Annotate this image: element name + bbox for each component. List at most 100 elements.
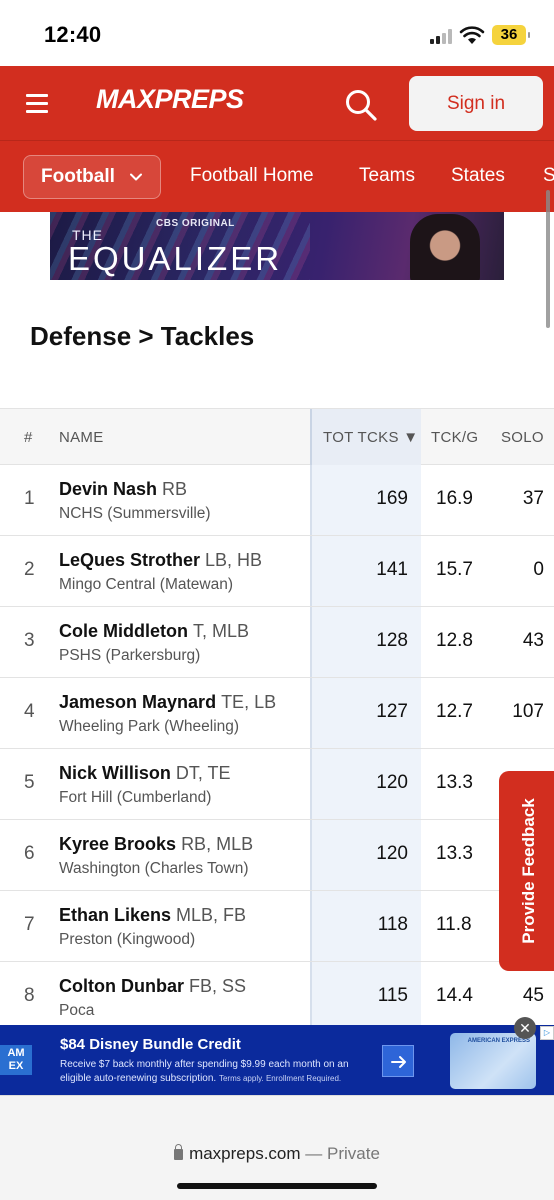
adchoices-icon[interactable]: ▷ bbox=[540, 1026, 554, 1040]
nav-states[interactable]: States bbox=[451, 165, 505, 186]
banner-brand: CBS ORIGINAL bbox=[156, 218, 235, 229]
player-position: DT, TE bbox=[175, 763, 231, 783]
sign-in-button[interactable]: Sign in bbox=[409, 76, 543, 131]
player-name-cell[interactable]: LeQues Strother LB, HB bbox=[59, 550, 262, 571]
table-row[interactable]: 5 Nick Willison DT, TE Fort Hill (Cumberlan… bbox=[0, 749, 554, 820]
player-name-cell[interactable]: Devin Nash RB bbox=[59, 479, 187, 500]
status-bar: 12:40 36 bbox=[0, 0, 554, 66]
total-tackles: 128 bbox=[376, 630, 408, 651]
player-position: MLB, FB bbox=[176, 905, 247, 925]
table-row[interactable]: 4 Jameson Maynard TE, LB Wheeling Park (Whe… bbox=[0, 678, 554, 749]
amex-ad[interactable]: AM EX $84 Disney Bundle Credit Receive $… bbox=[0, 1025, 554, 1095]
table-row[interactable]: 2 LeQues Strother LB, HB Mingo Central (Mat… bbox=[0, 536, 554, 607]
ad-close-icon[interactable]: ✕ bbox=[514, 1017, 536, 1039]
table-row[interactable]: 1 Devin Nash RB NCHS (Summersville) 169 16.9 3… bbox=[0, 465, 554, 536]
solo-tackles: 43 bbox=[522, 630, 544, 651]
maxpreps-logo[interactable]: MAXPREPS bbox=[96, 84, 244, 114]
player-name-cell[interactable]: Ethan Likens MLB, FB bbox=[59, 905, 246, 926]
player-school[interactable]: Wheeling Park (Wheeling) bbox=[59, 718, 240, 735]
player-school[interactable]: PSHS (Parkersburg) bbox=[59, 647, 201, 664]
row-rank: 1 bbox=[24, 488, 35, 509]
card-brand-text: AMERICAN EXPRESS bbox=[467, 1038, 530, 1044]
ad-arrow-button[interactable] bbox=[382, 1045, 414, 1077]
column-name[interactable]: NAME bbox=[59, 429, 104, 446]
row-rank: 2 bbox=[24, 559, 35, 580]
player-school[interactable]: Mingo Central (Matewan) bbox=[59, 576, 234, 593]
sorted-column-cell-bg bbox=[310, 820, 421, 890]
row-rank: 7 bbox=[24, 914, 35, 935]
player-school[interactable]: Preston (Kingwood) bbox=[59, 931, 196, 948]
player-name-cell[interactable]: Nick Willison DT, TE bbox=[59, 763, 231, 784]
table-header: # NAME TOT TCKS ▼ TCK/G SOLO bbox=[0, 408, 554, 465]
nav-teams[interactable]: Teams bbox=[359, 165, 415, 186]
row-rank: 3 bbox=[24, 630, 35, 651]
tackles-per-game: 13.3 bbox=[436, 843, 473, 864]
player-name-cell[interactable]: Jameson Maynard TE, LB bbox=[59, 692, 276, 713]
player-name[interactable]: Nick Willison bbox=[59, 763, 171, 783]
banner-title: EQUALIZER bbox=[68, 240, 283, 277]
sorted-column-cell-bg bbox=[310, 465, 421, 535]
player-position: RB, MLB bbox=[181, 834, 254, 854]
sorted-column-cell-bg bbox=[310, 962, 421, 1032]
player-name[interactable]: LeQues Strother bbox=[59, 550, 201, 570]
column-rank: # bbox=[24, 429, 33, 446]
column-tck-per-game[interactable]: TCK/G bbox=[431, 429, 479, 446]
player-name[interactable]: Devin Nash bbox=[59, 479, 158, 499]
lock-icon bbox=[174, 1144, 184, 1160]
url-bar[interactable]: maxpreps.com — Private bbox=[0, 1144, 554, 1164]
page-title: Defense > Tackles bbox=[30, 321, 255, 351]
menu-icon[interactable] bbox=[26, 94, 48, 113]
equalizer-banner-ad[interactable]: CBS ORIGINAL THE EQUALIZER bbox=[50, 212, 504, 280]
sorted-column-cell-bg bbox=[310, 749, 421, 819]
nav-football-home[interactable]: Football Home bbox=[190, 165, 314, 186]
tackles-per-game: 12.8 bbox=[436, 630, 473, 651]
scrollbar[interactable] bbox=[546, 190, 550, 328]
player-school[interactable]: NCHS (Summersville) bbox=[59, 505, 211, 522]
total-tackles: 120 bbox=[376, 843, 408, 864]
row-rank: 6 bbox=[24, 843, 35, 864]
table-row[interactable]: 3 Cole Middleton T, MLB PSHS (Parkersburg) 1… bbox=[0, 607, 554, 678]
player-school[interactable]: Poca bbox=[59, 1002, 95, 1019]
player-school[interactable]: Washington (Charles Town) bbox=[59, 860, 249, 877]
player-name[interactable]: Cole Middleton bbox=[59, 621, 188, 641]
total-tackles: 169 bbox=[376, 488, 408, 509]
total-tackles: 120 bbox=[376, 772, 408, 793]
amex-logo: AM EX bbox=[0, 1045, 32, 1075]
stats-table: # NAME TOT TCKS ▼ TCK/G SOLO 1 Devin Nash… bbox=[0, 408, 554, 1033]
arrow-right-icon bbox=[391, 1056, 406, 1068]
column-tot-tcks[interactable]: TOT TCKS ▼ bbox=[323, 429, 419, 446]
cellular-signal-icon bbox=[430, 28, 456, 44]
table-row[interactable]: 7 Ethan Likens MLB, FB Preston (Kingwood) 11… bbox=[0, 891, 554, 962]
ad-fine-print: Terms apply. Enrollment Required. bbox=[218, 1074, 342, 1083]
player-name[interactable]: Kyree Brooks bbox=[59, 834, 177, 854]
table-row[interactable]: 6 Kyree Brooks RB, MLB Washington (Charles … bbox=[0, 820, 554, 891]
wifi-icon bbox=[459, 26, 485, 44]
battery-icon: 36 bbox=[492, 25, 530, 45]
search-icon[interactable] bbox=[344, 88, 378, 122]
total-tackles: 141 bbox=[376, 559, 408, 580]
player-name-cell[interactable]: Kyree Brooks RB, MLB bbox=[59, 834, 253, 855]
browsing-mode: — Private bbox=[305, 1144, 380, 1163]
player-name[interactable]: Ethan Likens bbox=[59, 905, 172, 925]
sport-nav: Football Football Home Teams States S bbox=[0, 140, 554, 212]
row-rank: 8 bbox=[24, 985, 35, 1006]
url-domain: maxpreps.com bbox=[189, 1144, 301, 1163]
sport-dropdown[interactable]: Football bbox=[23, 155, 161, 199]
sorted-column-cell-bg bbox=[310, 678, 421, 748]
player-name-cell[interactable]: Colton Dunbar FB, SS bbox=[59, 976, 246, 997]
provide-feedback-tab[interactable]: Provide Feedback bbox=[499, 771, 554, 971]
player-name[interactable]: Colton Dunbar bbox=[59, 976, 184, 996]
solo-tackles: 37 bbox=[522, 488, 544, 509]
player-name[interactable]: Jameson Maynard bbox=[59, 692, 217, 712]
sport-dropdown-label: Football bbox=[41, 166, 115, 187]
player-name-cell[interactable]: Cole Middleton T, MLB bbox=[59, 621, 249, 642]
solo-tackles: 45 bbox=[522, 985, 544, 1006]
table-row[interactable]: 8 Colton Dunbar FB, SS Poca 115 14.4 45 bbox=[0, 962, 554, 1033]
ad-body: Receive $7 back monthly after spending $… bbox=[60, 1058, 360, 1086]
column-solo[interactable]: SOLO bbox=[501, 429, 544, 446]
player-position: TE, LB bbox=[221, 692, 277, 712]
player-school[interactable]: Fort Hill (Cumberland) bbox=[59, 789, 212, 806]
nav-more-truncated[interactable]: S bbox=[543, 165, 554, 187]
tackles-per-game: 16.9 bbox=[436, 488, 473, 509]
home-indicator[interactable] bbox=[177, 1183, 377, 1189]
